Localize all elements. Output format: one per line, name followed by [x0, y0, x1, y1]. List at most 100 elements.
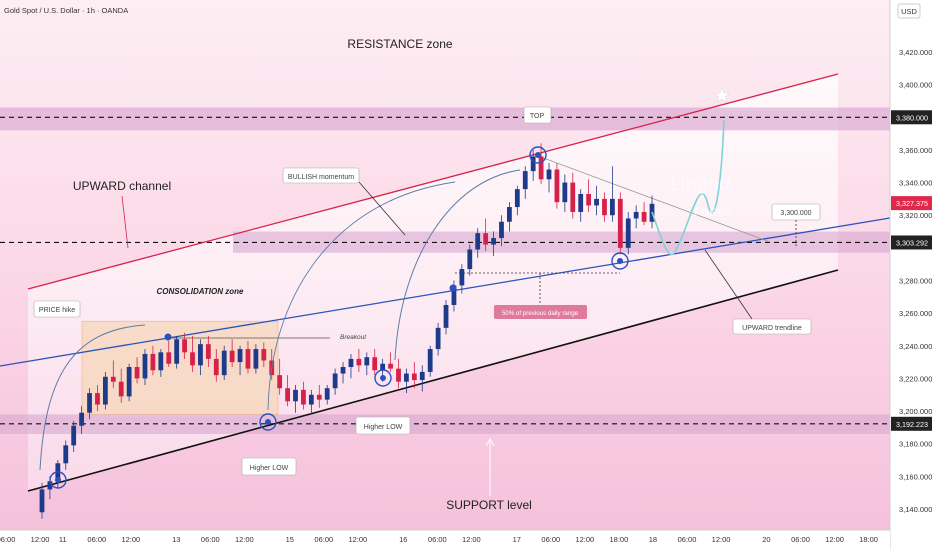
- candle-body[interactable]: [602, 198, 607, 216]
- candle-body[interactable]: [459, 269, 465, 286]
- candle-body[interactable]: [229, 350, 235, 363]
- consolidation-label: CONSOLIDATION zone: [157, 287, 245, 296]
- pivot-low-1[interactable]: [49, 471, 67, 489]
- candle-body[interactable]: [411, 373, 417, 381]
- x-tick-label: 12:00: [348, 535, 367, 544]
- candle-body[interactable]: [499, 221, 504, 239]
- candle-body[interactable]: [586, 193, 592, 206]
- price-flag[interactable]: [891, 110, 932, 125]
- candle-body[interactable]: [142, 353, 148, 379]
- candle-body[interactable]: [475, 233, 481, 250]
- candle-body[interactable]: [546, 169, 552, 180]
- time-axis-panel[interactable]: [0, 530, 890, 550]
- candle-body[interactable]: [483, 233, 489, 245]
- candle-body[interactable]: [388, 363, 393, 369]
- price-flag[interactable]: [891, 196, 932, 211]
- candle-body[interactable]: [332, 373, 338, 389]
- upward-trendline[interactable]: [0, 217, 891, 367]
- candle-body[interactable]: [435, 327, 441, 350]
- candle-body[interactable]: [316, 394, 322, 400]
- resistance-label: RESISTANCE zone: [347, 37, 452, 51]
- candle-body[interactable]: [174, 339, 180, 364]
- candle-body[interactable]: [514, 189, 520, 208]
- candle-body[interactable]: [39, 489, 45, 513]
- candle-body[interactable]: [118, 381, 124, 397]
- candle-body[interactable]: [71, 425, 77, 446]
- candle-body[interactable]: [205, 344, 211, 359]
- candle-body[interactable]: [340, 367, 346, 374]
- candle-body[interactable]: [245, 349, 251, 369]
- price-flag-label: 3,303.292: [896, 238, 928, 247]
- candle-body[interactable]: [507, 207, 512, 222]
- candle-body[interactable]: [324, 388, 330, 400]
- candle-body[interactable]: [372, 357, 378, 371]
- candle-body[interactable]: [522, 171, 528, 190]
- candle-body[interactable]: [308, 394, 314, 405]
- candle-body[interactable]: [491, 238, 496, 245]
- higher-low-pivot-1[interactable]: [259, 413, 277, 431]
- candle-body[interactable]: [451, 285, 457, 305]
- trendline-pivot[interactable]: [611, 252, 629, 270]
- candle-body[interactable]: [641, 211, 647, 222]
- candle-body[interactable]: [617, 198, 623, 248]
- candle-body[interactable]: [293, 389, 298, 402]
- candle-body[interactable]: [95, 393, 100, 405]
- higher-low-pivot-2[interactable]: [374, 369, 392, 387]
- candle-body[interactable]: [530, 156, 536, 172]
- candle-body[interactable]: [594, 198, 599, 206]
- candle-body[interactable]: [467, 249, 473, 270]
- candle-body[interactable]: [285, 388, 290, 402]
- candle-body[interactable]: [538, 156, 544, 180]
- candle-body[interactable]: [348, 358, 354, 368]
- candle-body[interactable]: [253, 349, 259, 369]
- candle-body[interactable]: [404, 373, 409, 382]
- x-tick-label: 20: [762, 535, 770, 544]
- candle-body[interactable]: [277, 375, 283, 389]
- currency-badge[interactable]: USD: [901, 7, 917, 16]
- candle-body[interactable]: [134, 367, 140, 379]
- candle-body[interactable]: [380, 363, 386, 371]
- support-label: SUPPORT level: [446, 498, 532, 512]
- candle-body[interactable]: [578, 193, 584, 212]
- top-pivot[interactable]: [529, 146, 547, 164]
- candle-body[interactable]: [356, 358, 362, 366]
- top-box: [523, 106, 552, 124]
- price-flag[interactable]: [891, 235, 932, 250]
- candle-body[interactable]: [633, 211, 639, 219]
- candle-body[interactable]: [554, 169, 560, 203]
- candle-body[interactable]: [364, 357, 370, 366]
- candle-body[interactable]: [158, 352, 164, 371]
- candle-body[interactable]: [570, 182, 576, 212]
- candle-body[interactable]: [396, 368, 401, 382]
- lower-channel-line[interactable]: [27, 269, 839, 492]
- candle-body[interactable]: [102, 376, 108, 405]
- candle-body[interactable]: [609, 198, 615, 216]
- candle-body[interactable]: [190, 352, 195, 366]
- price-flag[interactable]: [891, 416, 932, 431]
- price-axis-panel[interactable]: [890, 0, 932, 550]
- candle-body[interactable]: [419, 371, 425, 381]
- candle-body[interactable]: [198, 344, 203, 366]
- candle-body[interactable]: [427, 349, 433, 372]
- candle-body[interactable]: [63, 445, 69, 464]
- candle-body[interactable]: [150, 353, 156, 371]
- candle-body[interactable]: [182, 339, 187, 353]
- candle-body[interactable]: [87, 393, 92, 413]
- candle-body[interactable]: [261, 349, 267, 361]
- candle-body[interactable]: [213, 358, 219, 376]
- x-tick-label: 06:00: [678, 535, 697, 544]
- candle-body[interactable]: [562, 182, 568, 203]
- candle-body[interactable]: [110, 376, 116, 382]
- candle-body[interactable]: [625, 218, 631, 248]
- upper-channel-line[interactable]: [27, 73, 839, 290]
- price-flag-label: 3,192.223: [896, 420, 928, 429]
- candle-body[interactable]: [237, 349, 243, 363]
- candle-body[interactable]: [47, 481, 53, 490]
- candle-body[interactable]: [301, 389, 306, 405]
- candle-body[interactable]: [166, 352, 172, 364]
- candle-body[interactable]: [443, 304, 449, 328]
- candle-body[interactable]: [79, 412, 85, 426]
- candle-body[interactable]: [126, 367, 132, 397]
- candle-body[interactable]: [221, 350, 227, 376]
